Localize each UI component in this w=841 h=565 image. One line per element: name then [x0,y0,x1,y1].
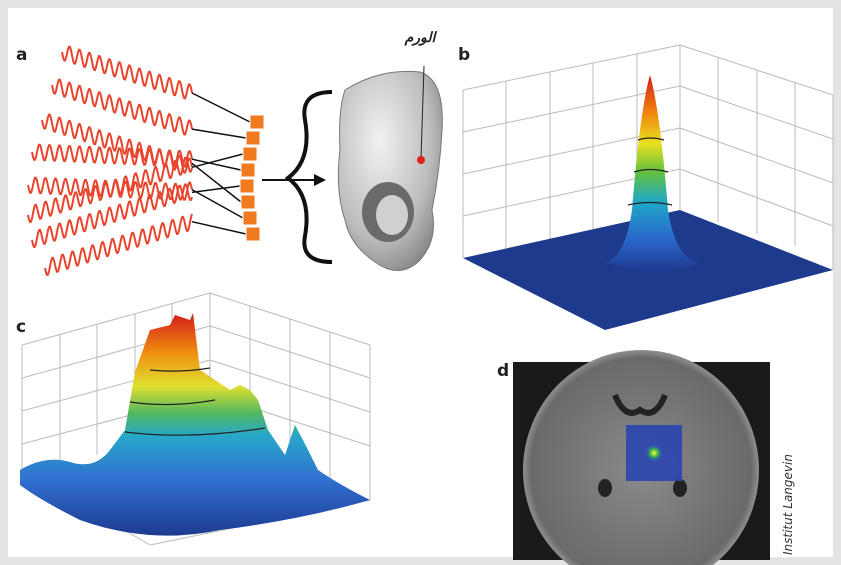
transducer-element [243,147,257,161]
transducer-element [246,131,260,145]
annotation: الورم [404,30,438,46]
page: a الورم b c d Institut Langevi [0,0,841,565]
transducer-element [243,211,257,225]
panel-label: b [458,45,470,65]
tumor-dot [417,156,425,164]
transducer-element [241,195,255,209]
panel-label: d [497,361,509,381]
mri-feature [598,479,612,497]
focus-spot [645,444,663,462]
transducer-element [241,163,255,177]
mri-feature [673,479,687,497]
transducer-element [240,179,254,193]
panel-label: c [16,317,26,337]
figure: a الورم b c d Institut Langevi [0,0,841,565]
skull-inner [376,195,408,235]
transducer-element [246,227,260,241]
credit: Institut Langevin [781,454,795,555]
panel-label: a [16,45,27,65]
transducer-element [250,115,264,129]
